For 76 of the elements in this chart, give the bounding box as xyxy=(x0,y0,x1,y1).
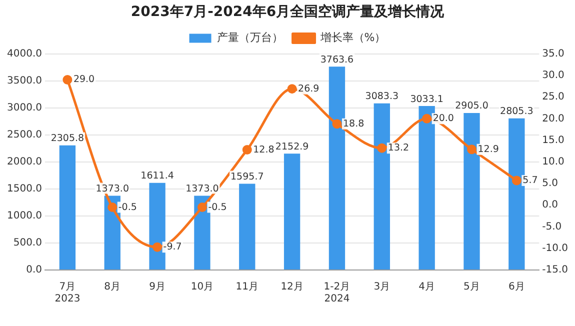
data-label: 13.2 xyxy=(388,142,410,154)
point xyxy=(422,114,432,124)
data-label: 1595.7 xyxy=(230,171,264,182)
data-label: 1373.0 xyxy=(186,184,219,195)
y2-tick-label: 25.0 xyxy=(542,92,564,103)
y-tick-label: 4000.0 xyxy=(6,48,42,60)
point xyxy=(152,242,162,252)
x-tick-label: 1-2月 2024 xyxy=(324,282,350,305)
y2-tick-label: 10.0 xyxy=(542,156,564,168)
bar xyxy=(284,154,300,270)
point xyxy=(242,145,252,155)
data-label: 20.0 xyxy=(432,113,454,124)
y-tick-label: 1000.0 xyxy=(6,210,42,222)
x-tick-label: 10月 xyxy=(190,282,214,293)
y2-tick-label: 35.0 xyxy=(542,48,564,60)
x-tick-label: 12月 xyxy=(280,282,304,293)
data-label: 3083.3 xyxy=(365,91,399,102)
point xyxy=(62,74,72,84)
legend-label: 增长率（%） xyxy=(319,31,386,44)
x-tick-label: 5月 xyxy=(464,282,480,293)
data-label: 3763.6 xyxy=(320,54,354,66)
data-label: -0.5 xyxy=(208,202,227,213)
bar xyxy=(149,182,166,270)
y2-tick-label: -5.0 xyxy=(542,221,562,232)
data-label: 3033.1 xyxy=(410,94,444,105)
data-label: 12.9 xyxy=(478,144,499,155)
y2-tick-label: 20.0 xyxy=(542,113,564,124)
y2-tick-label: 30.0 xyxy=(542,70,564,82)
bar xyxy=(508,118,525,270)
data-label: 5.7 xyxy=(522,174,538,186)
point xyxy=(332,119,342,129)
point xyxy=(512,176,522,186)
y-tick-label: 3500.0 xyxy=(6,75,42,86)
data-label: 2905.0 xyxy=(455,100,488,112)
x-tick-label: 6月 xyxy=(508,282,525,293)
x-tick-label: 8月 xyxy=(104,282,121,293)
point xyxy=(197,202,207,212)
bar xyxy=(59,145,76,270)
y-tick-label: 2000.0 xyxy=(6,156,42,168)
y2-tick-label: 0.0 xyxy=(542,200,558,211)
point xyxy=(466,144,476,154)
data-label: 1611.4 xyxy=(140,170,174,182)
bar xyxy=(418,106,435,270)
point xyxy=(287,84,297,94)
data-label: 2305.8 xyxy=(50,133,84,144)
data-label: -9.7 xyxy=(163,242,182,253)
data-label: 18.8 xyxy=(342,118,364,130)
y2-tick-label: -15.0 xyxy=(542,264,568,276)
point xyxy=(377,143,387,153)
y2-tick-label: 15.0 xyxy=(542,134,564,146)
data-label: 29.0 xyxy=(73,74,95,86)
bar xyxy=(464,112,480,270)
point xyxy=(108,202,118,212)
data-label: 2805.3 xyxy=(500,106,534,118)
y-tick-label: 2500.0 xyxy=(6,129,42,140)
x-tick-label: 4月 xyxy=(418,282,436,293)
x-tick-label: 3月 xyxy=(374,282,390,293)
x-tick-label: 7月 2023 xyxy=(54,282,80,305)
bar xyxy=(374,103,390,270)
y2-tick-label: 5.0 xyxy=(542,178,558,190)
x-tick-label: 11月 xyxy=(236,282,259,293)
y-tick-label: 500.0 xyxy=(13,238,42,249)
y-tick-label: 0.0 xyxy=(26,264,42,276)
bar xyxy=(328,66,346,270)
bar xyxy=(239,184,256,270)
data-label: 26.9 xyxy=(298,83,320,94)
y-tick-label: 3000.0 xyxy=(6,102,42,114)
chart-title: 2023年7月-2024年6月全国空调产量及增长情况 xyxy=(130,3,446,20)
y2-tick-label: -10.0 xyxy=(542,242,568,254)
x-tick-label: 9月 xyxy=(149,282,166,293)
legend-label: 产量（万台） xyxy=(216,31,283,44)
y-tick-label: 1500.0 xyxy=(6,184,42,195)
data-label: -0.5 xyxy=(118,202,137,213)
data-label: 2152.9 xyxy=(275,141,309,152)
data-label: 1373.0 xyxy=(96,184,129,195)
data-label: 12.8 xyxy=(253,144,274,156)
